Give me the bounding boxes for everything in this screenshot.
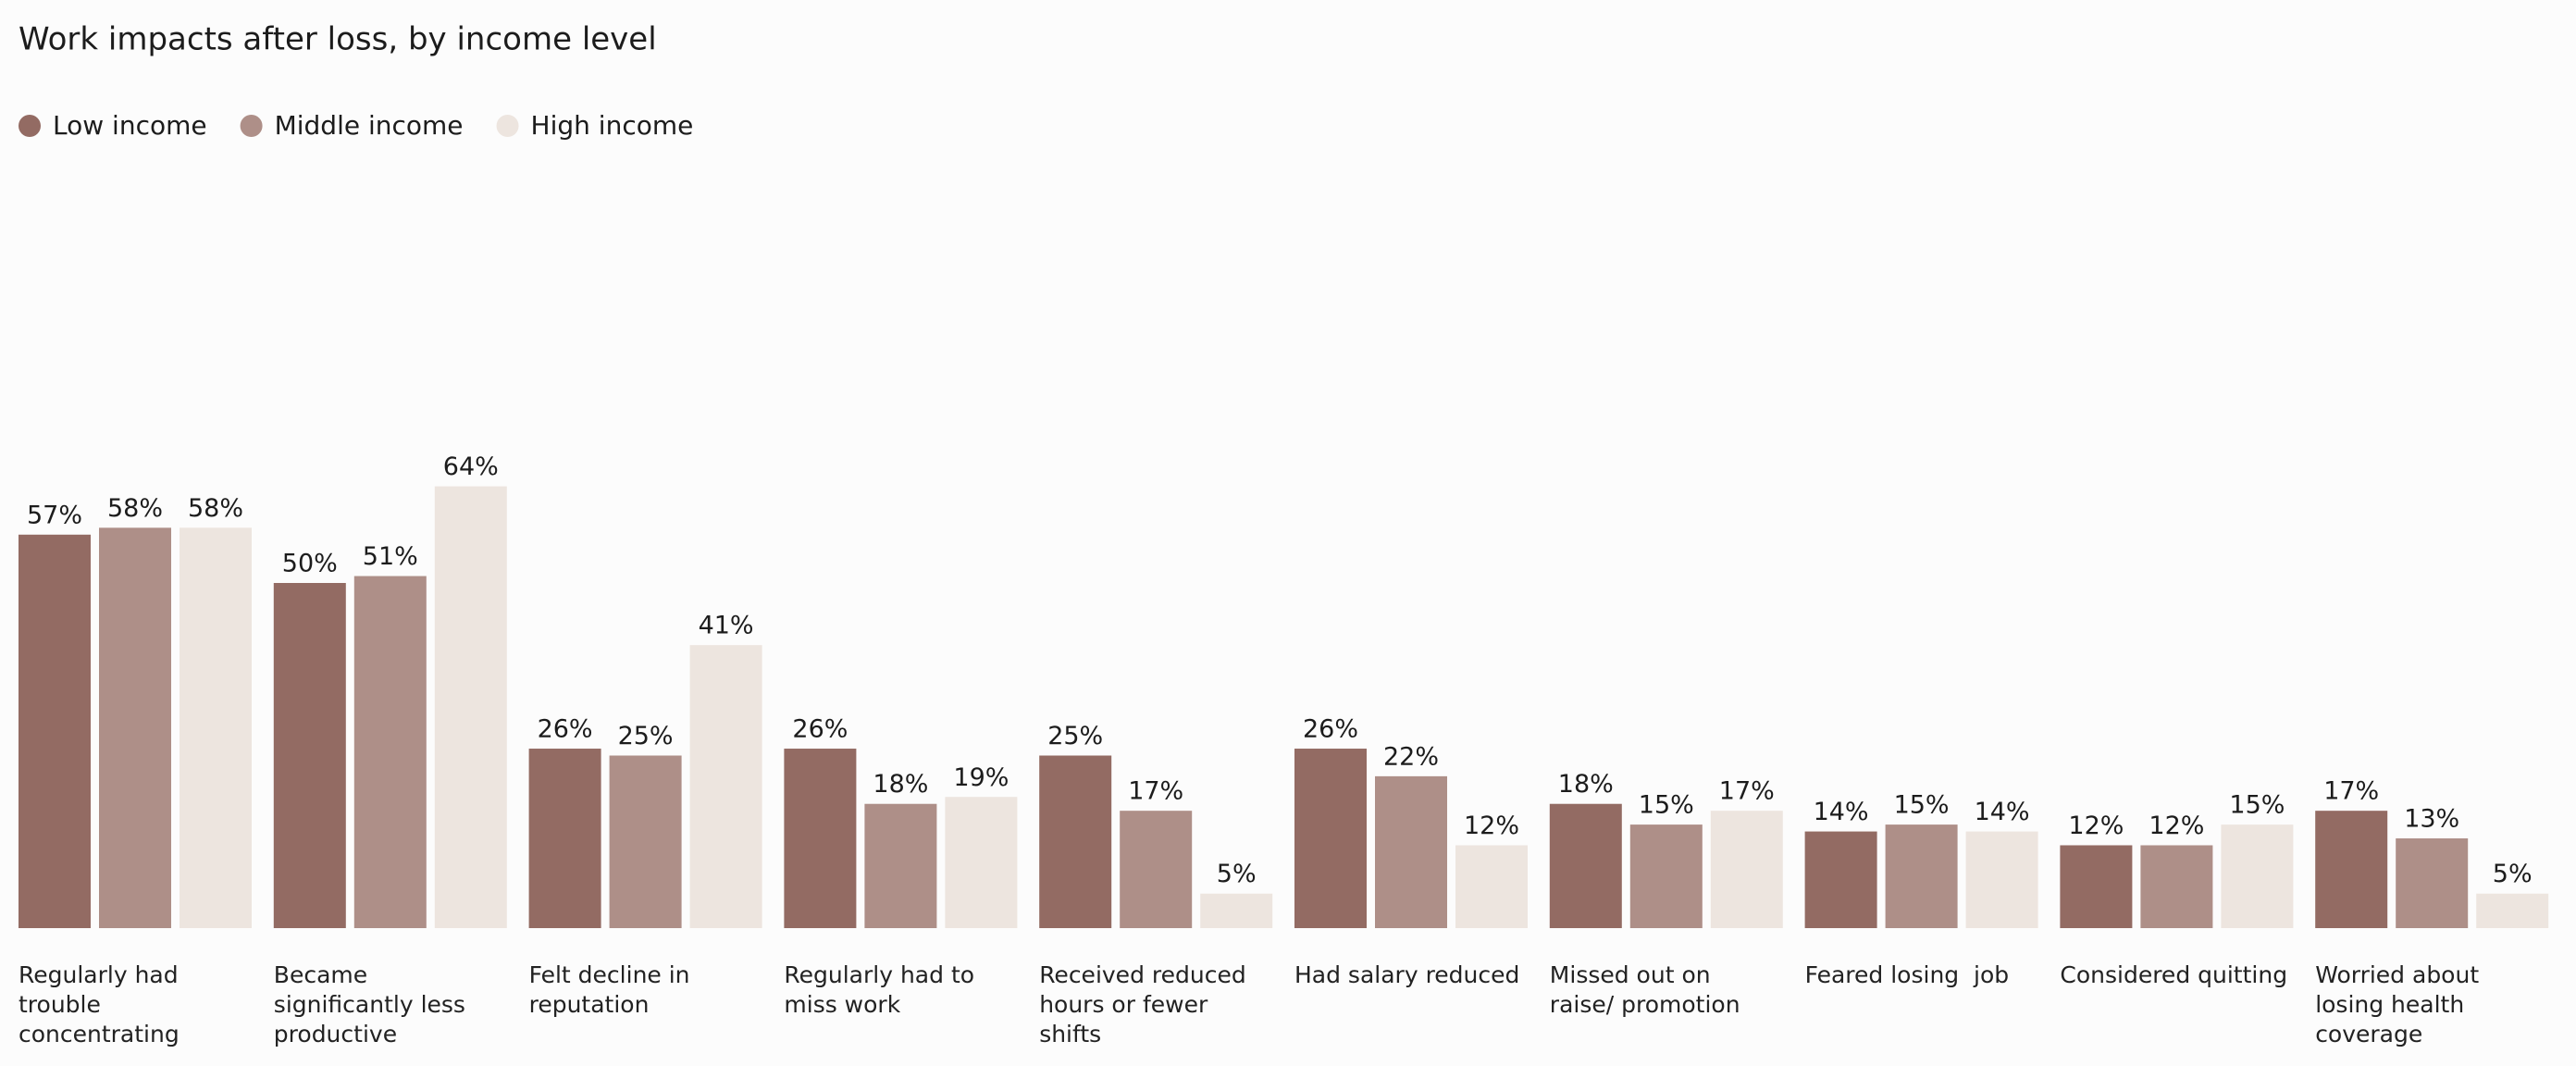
bar xyxy=(2396,838,2469,928)
bar xyxy=(1710,811,1783,928)
value-label: 14% xyxy=(1814,798,1869,826)
bar xyxy=(434,486,507,928)
bar xyxy=(353,576,427,928)
bar xyxy=(609,755,682,928)
bar xyxy=(2315,811,2388,928)
value-label: 5% xyxy=(1217,860,1257,888)
value-label: 26% xyxy=(538,715,593,744)
bar xyxy=(1804,831,1877,928)
value-label: 12% xyxy=(2068,812,2124,840)
x-tick-label: Regularly had to miss work xyxy=(784,961,982,1018)
legend-swatch xyxy=(496,115,519,137)
value-label: 19% xyxy=(953,763,1009,792)
bar xyxy=(1549,803,1622,928)
value-label: 17% xyxy=(1719,777,1775,806)
x-tick-label: Had salary reduced xyxy=(1294,961,1520,988)
value-label: 17% xyxy=(1128,777,1183,806)
bar xyxy=(528,749,601,928)
bar xyxy=(273,583,346,928)
value-label: 12% xyxy=(1464,812,1519,840)
x-tick-label: Received reduced hours or fewer shifts xyxy=(1039,961,1254,1047)
value-label: 17% xyxy=(2323,777,2379,806)
bar xyxy=(1200,893,1273,928)
value-label: 15% xyxy=(1639,791,1694,820)
x-tick-label: Felt decline in reputation xyxy=(528,961,698,1018)
x-tick-label: Feared losing job xyxy=(1804,961,2010,988)
value-label: 18% xyxy=(1558,770,1614,799)
bar xyxy=(19,534,91,928)
value-label: 15% xyxy=(1894,791,1950,820)
value-label: 25% xyxy=(1047,722,1103,750)
bar xyxy=(784,749,857,928)
bar xyxy=(2221,824,2294,928)
x-tick-label: Became significantly less productive xyxy=(273,961,473,1047)
value-label: 22% xyxy=(1383,742,1439,771)
value-label: 15% xyxy=(2229,791,2285,820)
value-label: 5% xyxy=(2493,860,2533,888)
legend-swatch xyxy=(240,115,263,137)
bar xyxy=(864,803,937,928)
value-label: 12% xyxy=(2149,812,2204,840)
bar xyxy=(1294,749,1367,928)
bar xyxy=(945,797,1018,928)
value-label: 58% xyxy=(107,494,163,523)
bar xyxy=(2060,845,2133,928)
legend-label: High income xyxy=(531,110,694,141)
value-label: 64% xyxy=(443,452,499,481)
value-label: 18% xyxy=(873,770,928,799)
bar xyxy=(1629,824,1703,928)
bar xyxy=(2476,893,2549,928)
x-tick-label: Missed out on raise/ promotion xyxy=(1549,961,1740,1018)
value-label: 58% xyxy=(188,494,243,523)
legend-label: Low income xyxy=(53,110,207,141)
value-label: 26% xyxy=(792,715,848,744)
legend-label: Middle income xyxy=(275,110,464,141)
bar xyxy=(689,645,762,928)
bar xyxy=(1455,845,1528,928)
value-label: 57% xyxy=(27,501,82,529)
bar xyxy=(1120,811,1193,928)
value-label: 25% xyxy=(618,722,674,750)
value-label: 51% xyxy=(363,542,418,571)
x-tick-label: Considered quitting xyxy=(2060,961,2288,988)
legend-swatch xyxy=(19,115,41,137)
value-label: 13% xyxy=(2404,805,2459,834)
bar xyxy=(1039,755,1112,928)
value-label: 50% xyxy=(282,550,338,578)
bar xyxy=(2140,845,2213,928)
chart-title: Work impacts after loss, by income level xyxy=(19,21,657,58)
bar xyxy=(180,527,252,928)
value-label: 26% xyxy=(1303,715,1358,744)
bar xyxy=(99,527,171,928)
x-tick-label: Regularly had trouble concentrating xyxy=(19,961,186,1047)
bar xyxy=(1965,831,2038,928)
value-label: 41% xyxy=(699,612,754,640)
x-tick-label: Worried about losing health coverage xyxy=(2315,961,2487,1047)
bar xyxy=(1375,775,1447,928)
value-label: 14% xyxy=(1975,798,2030,826)
bar xyxy=(1885,824,1958,928)
